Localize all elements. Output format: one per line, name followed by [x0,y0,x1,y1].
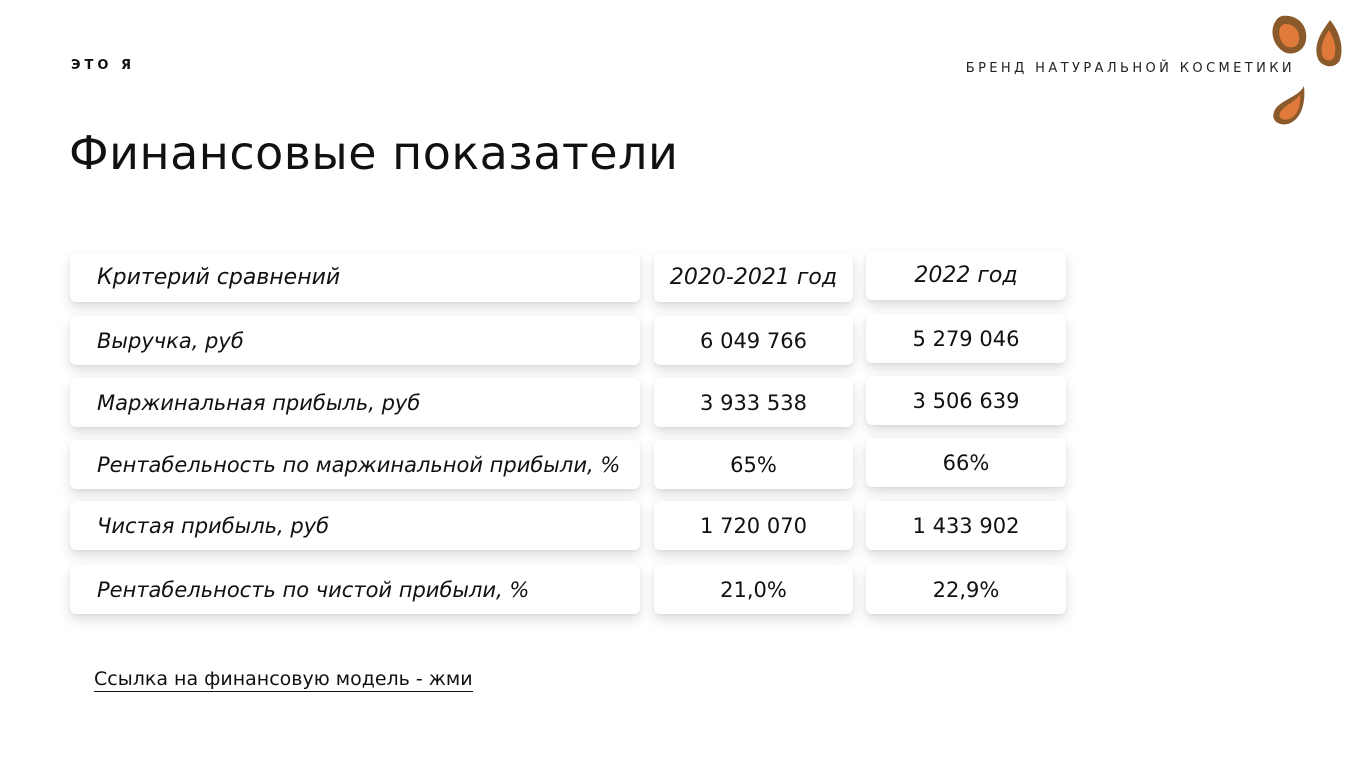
table-cell-value: 1 720 070 [654,501,853,550]
table-row-label: Выручка, руб [70,316,640,365]
section-kicker: ЭТО Я [71,58,135,73]
table-row-label: Чистая прибыль, руб [70,501,640,550]
table-header-criteria: Критерий сравнений [70,253,640,302]
table-header-2022: 2022 год [866,251,1066,300]
page-title: Финансовые показатели [69,126,679,180]
table-cell-value: 1 433 902 [866,501,1066,550]
table-cell-value: 6 049 766 [654,316,853,365]
table-row-label: Рентабельность по маржинальной прибыли, … [70,440,640,489]
seed-drops-logo-icon [1272,15,1342,125]
financial-model-link[interactable]: Ссылка на финансовую модель - жми [94,668,473,692]
brand-tagline: БРЕНД НАТУРАЛЬНОЙ КОСМЕТИКИ [965,61,1295,76]
table-cell-value: 5 279 046 [866,314,1066,363]
table-row-label: Маржинальная прибыль, руб [70,378,640,427]
table-cell-value: 66% [866,438,1066,487]
table-header-2020-2021: 2020-2021 год [654,253,853,302]
table-cell-value: 21,0% [654,565,853,614]
table-cell-value: 65% [654,440,853,489]
table-cell-value: 3 506 639 [866,376,1066,425]
table-cell-value: 3 933 538 [654,378,853,427]
table-row-label: Рентабельность по чистой прибыли, % [70,565,640,614]
table-cell-value: 22,9% [866,565,1066,614]
